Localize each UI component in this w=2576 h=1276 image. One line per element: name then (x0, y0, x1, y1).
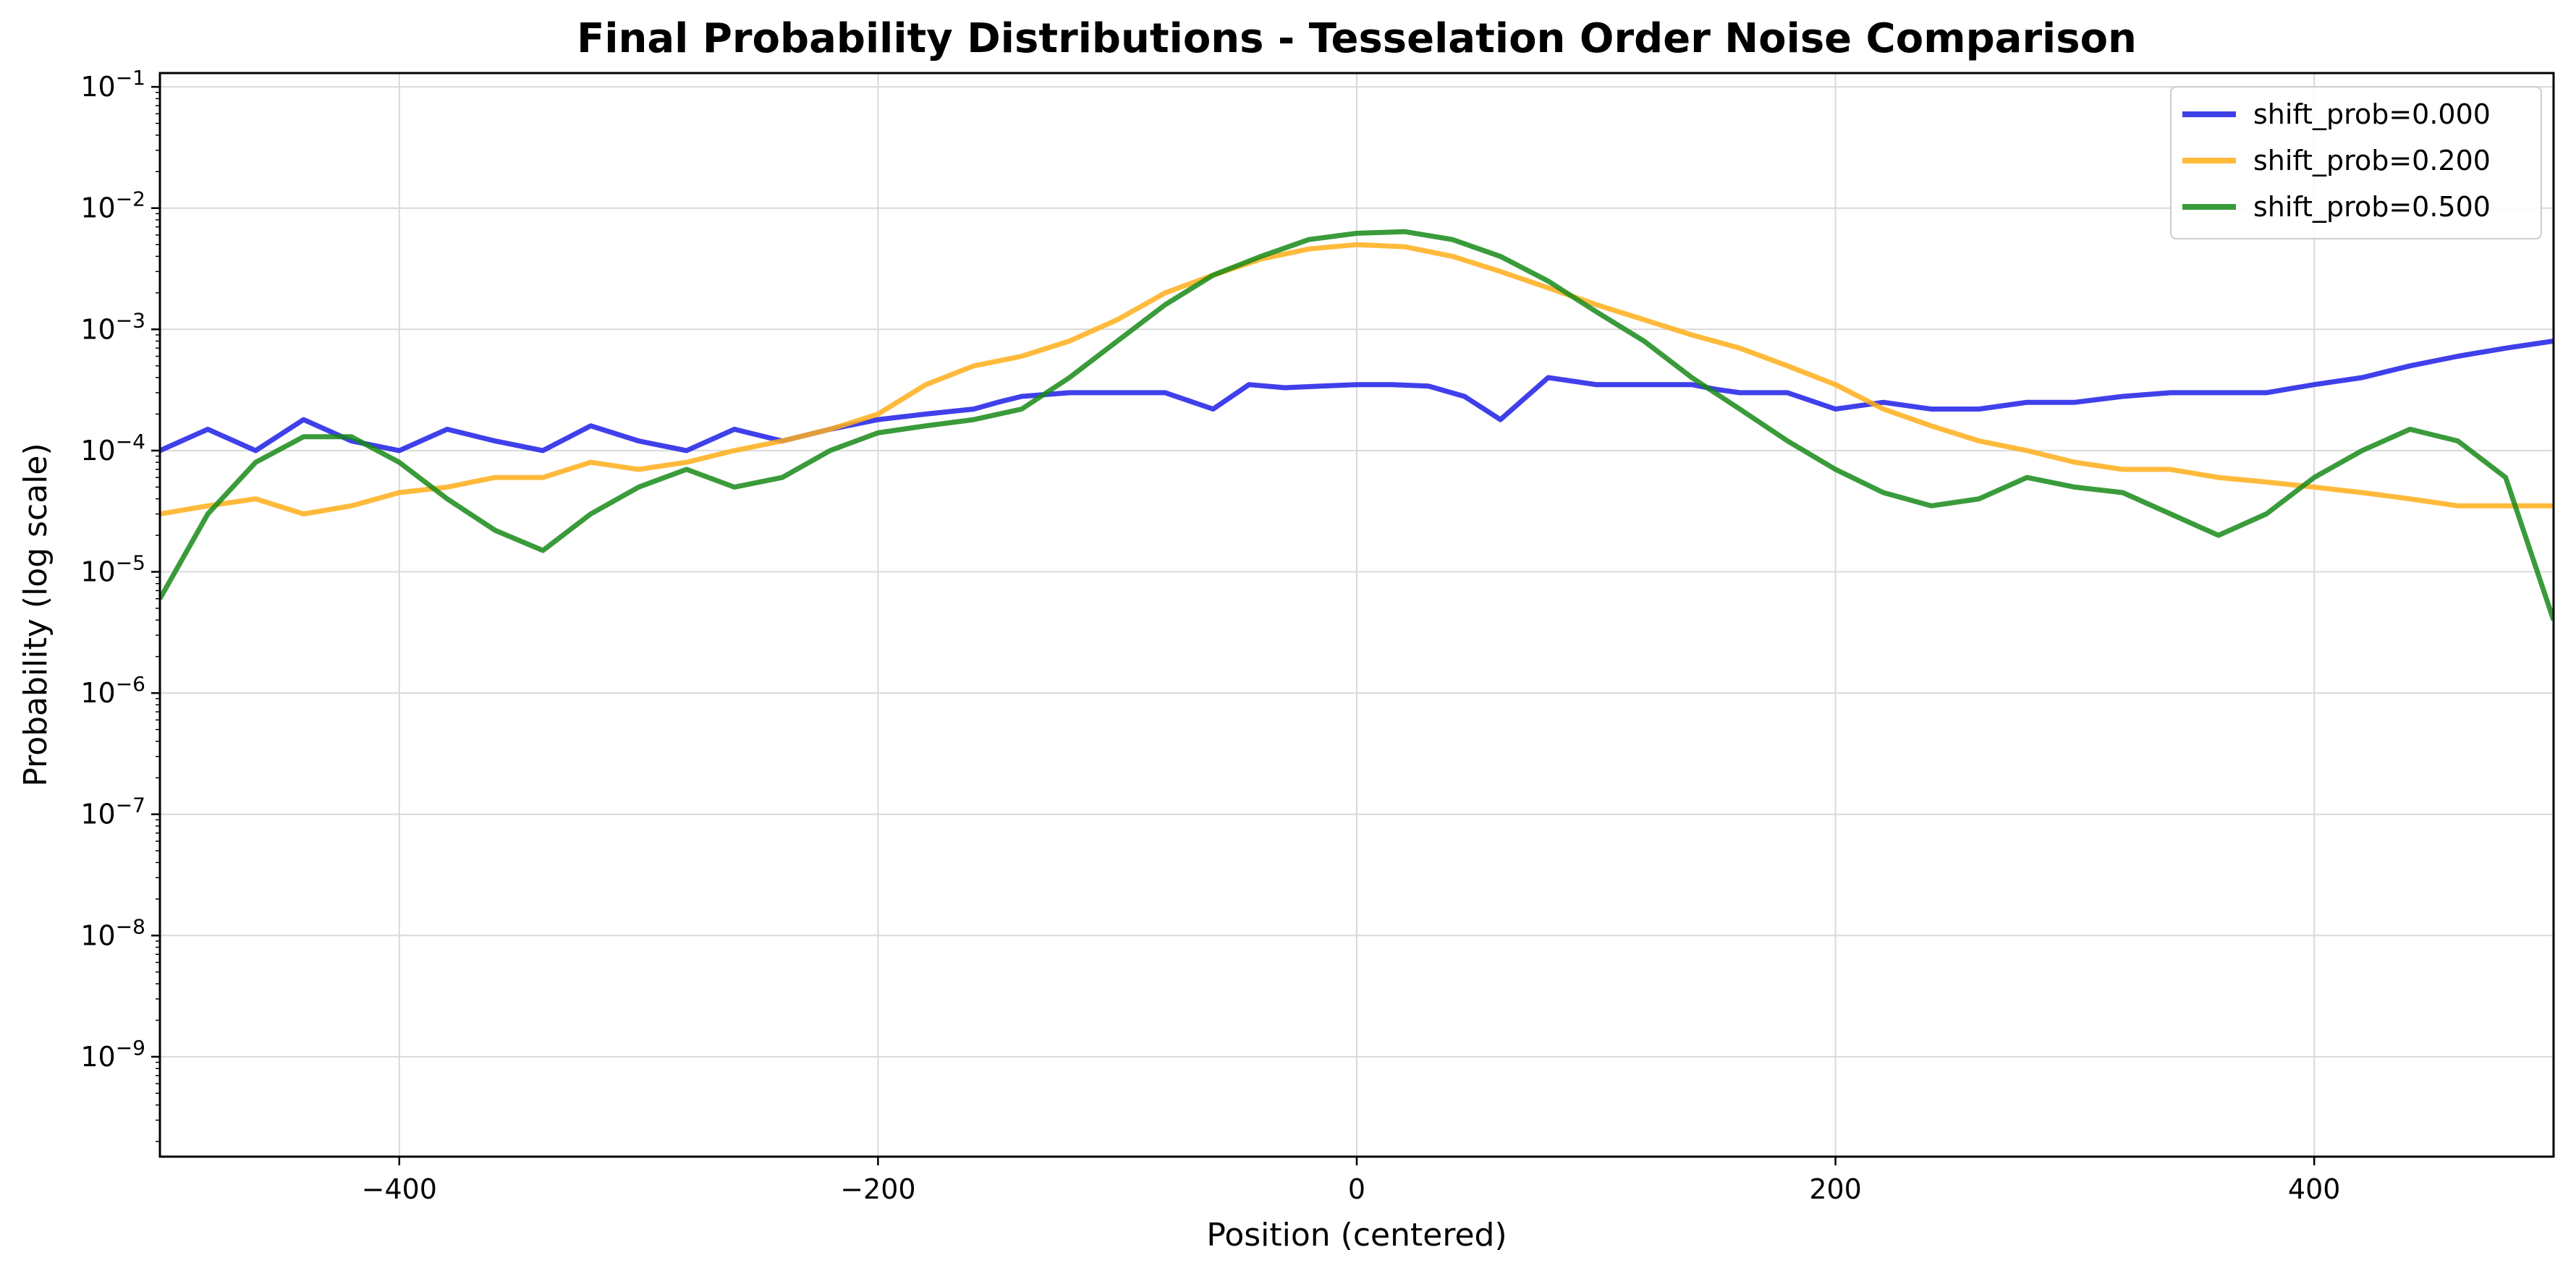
series-line-1 (160, 242, 2554, 516)
y-tick-label: 10−9 (80, 1036, 145, 1073)
y-axis-label: Probability (log scale) (17, 443, 54, 786)
y-tick-label: 10−4 (80, 430, 145, 467)
y-tick-label: 10−2 (80, 187, 145, 224)
x-tick-label: −200 (840, 1173, 915, 1205)
y-tick-label: 10−7 (80, 794, 145, 830)
y-tick-label: 10−6 (80, 672, 145, 709)
y-axis-ticks: 10−9 10−8 10−7 10−6 10−5 10−4 10−3 10−2 10−1 (80, 66, 160, 1142)
y-tick-label: 10−8 (80, 914, 145, 951)
series-layer (160, 229, 2554, 621)
legend: shift_prob=0.000 shift_prob=0.200 shift_pr… (2170, 86, 2542, 239)
series-line-2 (160, 229, 2554, 621)
legend-label: shift_prob=0.500 (2253, 191, 2491, 223)
y-tick-label: 10−5 (80, 551, 145, 588)
chart-title: Final Probability Distributions - Tessel… (577, 15, 2137, 62)
x-tick-label: −400 (362, 1173, 437, 1205)
legend-label: shift_prob=0.200 (2253, 145, 2491, 176)
x-tick-label: 0 (1348, 1173, 1365, 1205)
grid (160, 73, 2554, 1157)
x-axis-label: Position (centered) (1206, 1217, 1507, 1254)
y-tick-label: 10−1 (80, 66, 145, 103)
x-axis-ticks: −400 −200 0 200 400 (362, 1157, 2341, 1205)
legend-label: shift_prob=0.000 (2253, 98, 2491, 130)
legend-box (2170, 86, 2542, 239)
x-tick-label: 400 (2288, 1173, 2341, 1205)
series-line-0 (160, 339, 2554, 454)
y-tick-label: 10−3 (80, 308, 145, 345)
x-tick-label: 200 (1809, 1173, 1862, 1205)
